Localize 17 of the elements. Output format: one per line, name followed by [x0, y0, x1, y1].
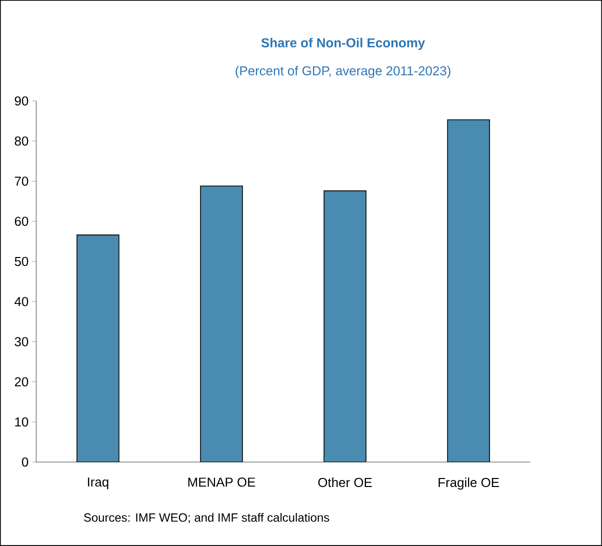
y-tick-label: 30 — [14, 337, 28, 346]
y-tick-label: 0 — [22, 457, 28, 467]
y-tick-label: 90 — [14, 96, 28, 106]
chart-title: Share of Non-Oil Economy — [261, 38, 426, 50]
x-tick-label: Iraq — [88, 478, 108, 490]
x-tick-label: MENAP OE — [188, 478, 256, 487]
y-tick-label: 60 — [14, 216, 28, 226]
source-note: Sources: IMF WEO; and IMF staff calculations — [84, 512, 330, 524]
y-tick-label: 20 — [14, 377, 28, 386]
chart-subtitle: (Percent of GDP, average 2011-2023) — [236, 66, 450, 78]
y-tick-label: 50 — [14, 256, 28, 266]
y-tick-label: 80 — [14, 136, 28, 146]
y-tick-label: 70 — [14, 176, 28, 186]
x-tick-label: Other OE — [318, 478, 372, 488]
y-tick-label: 10 — [15, 417, 28, 427]
x-tick-label: Fragile OE — [438, 478, 499, 490]
y-tick-label: 40 — [14, 296, 28, 306]
